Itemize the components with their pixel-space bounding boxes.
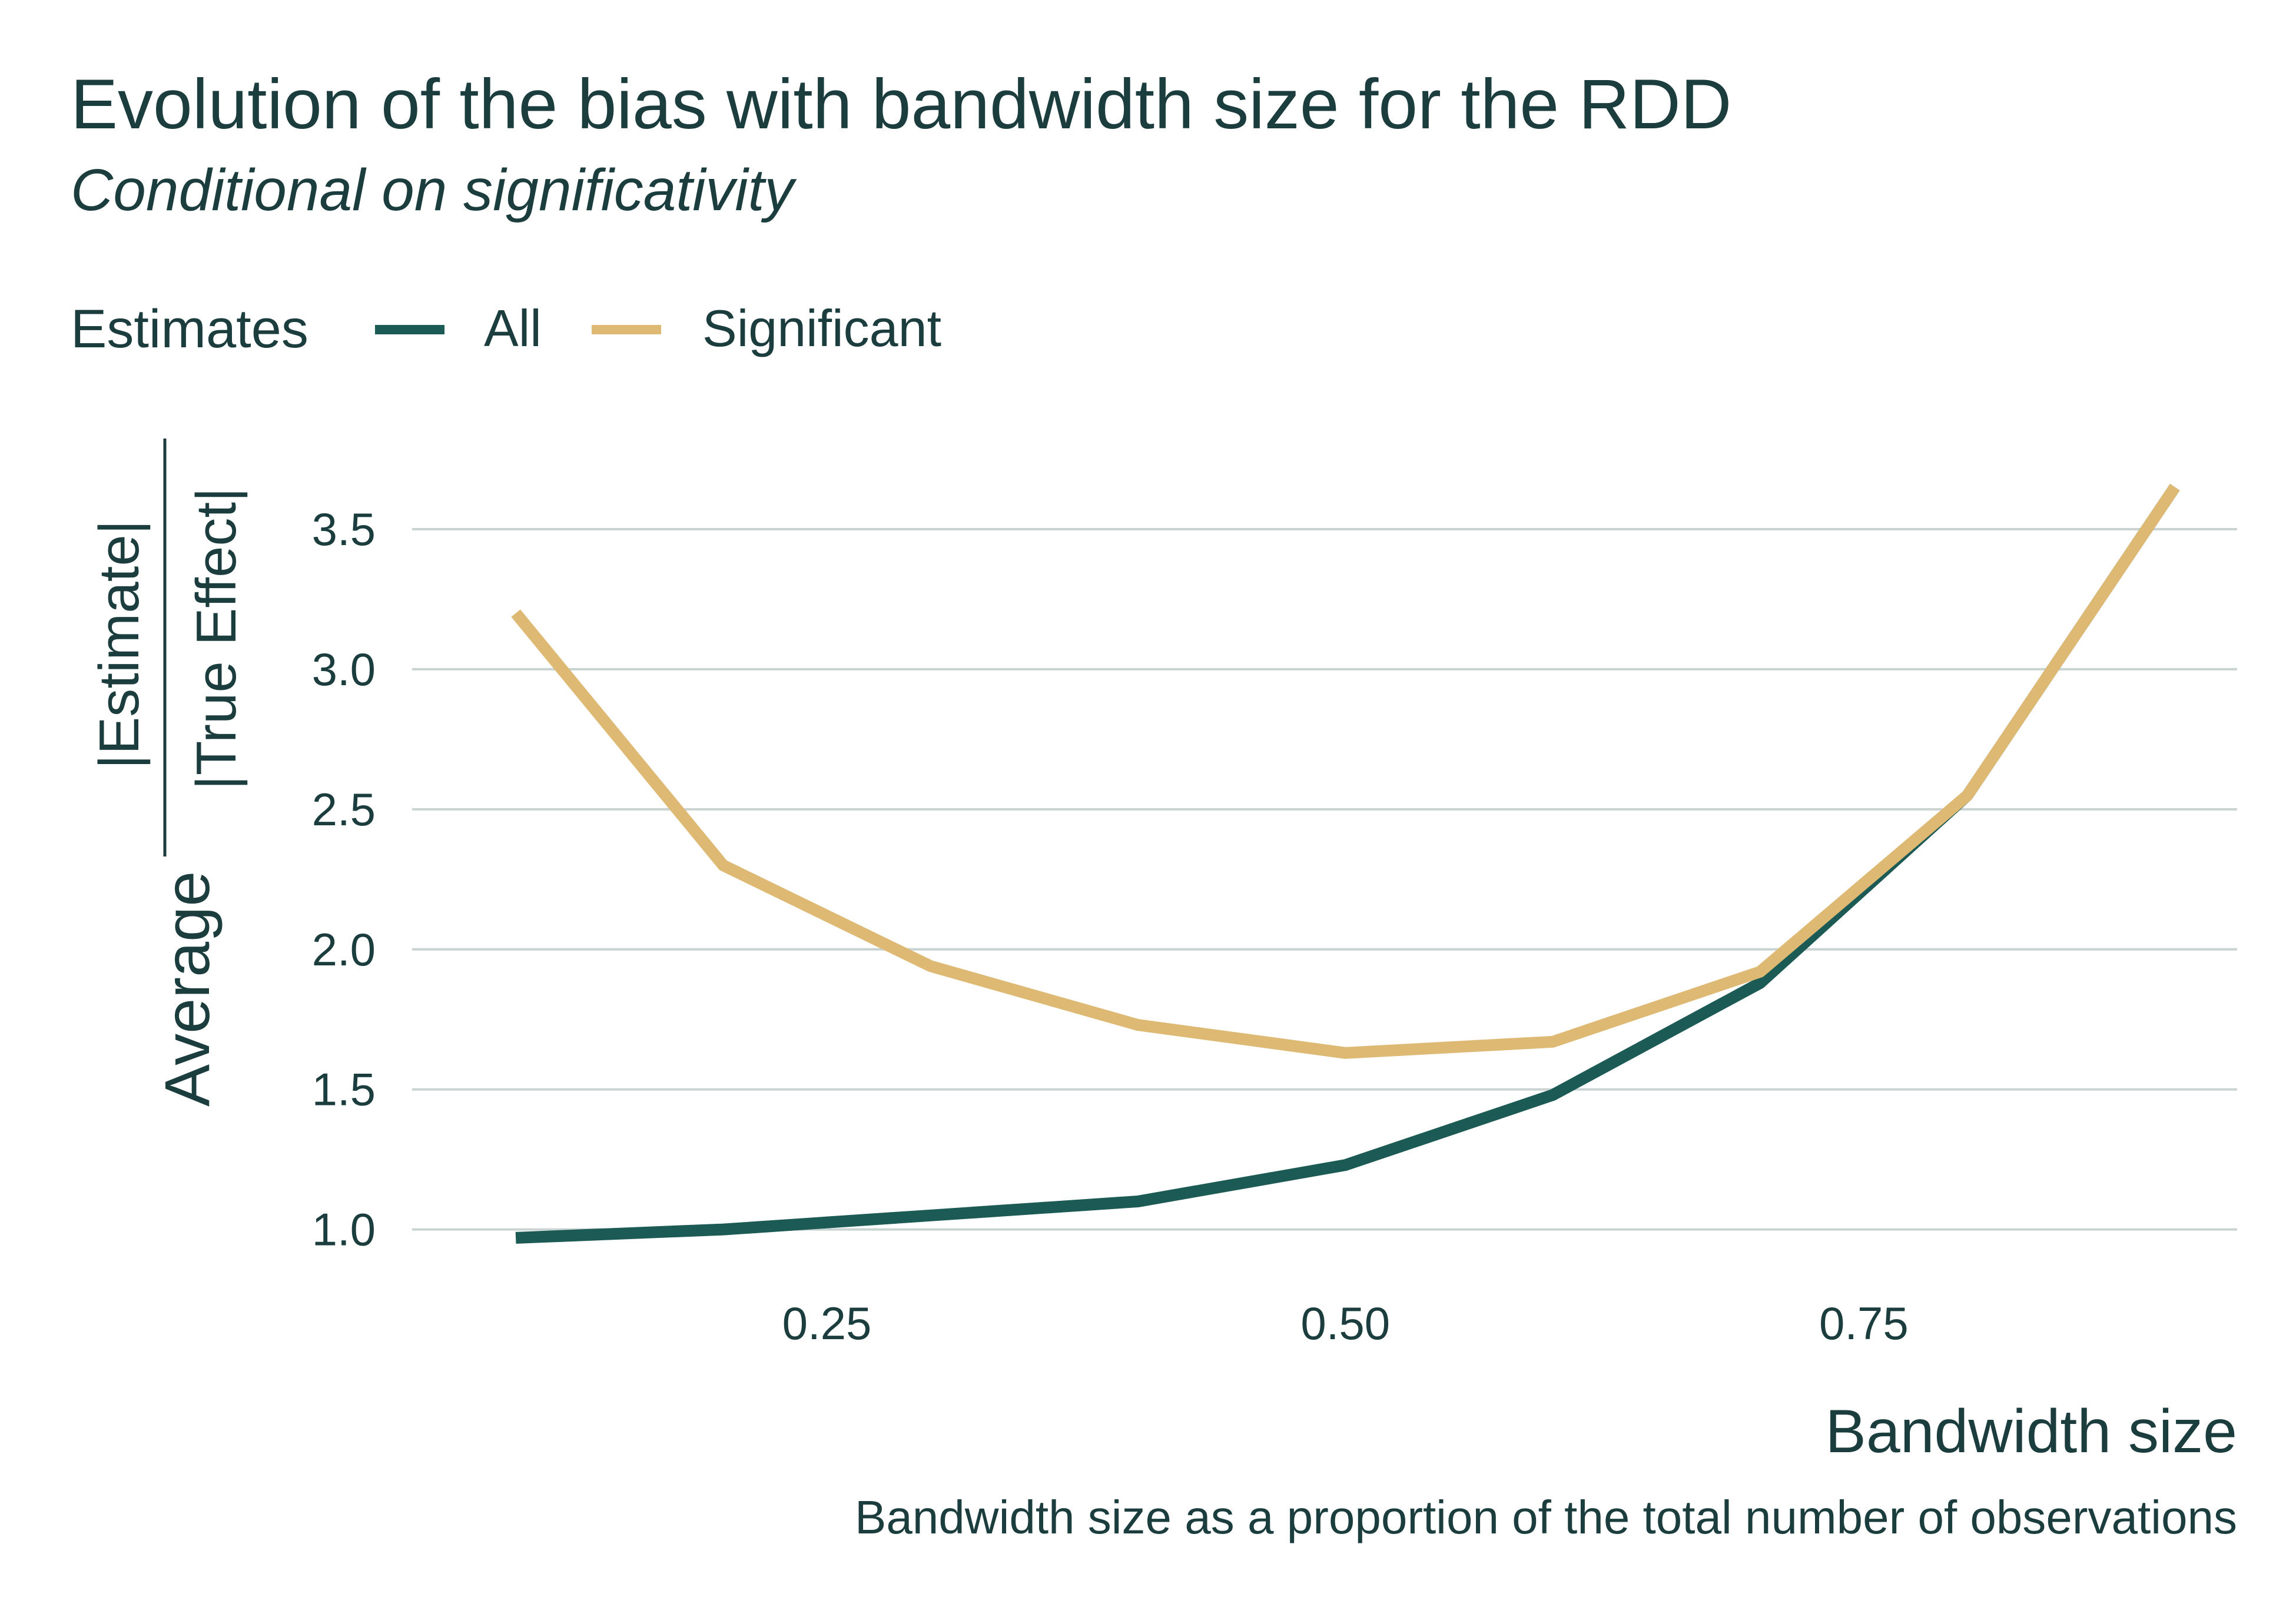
y-tick-label-1.0: 1.0	[312, 1204, 376, 1256]
grid	[412, 527, 2237, 1231]
y-tick-label-2.0: 2.0	[312, 924, 376, 975]
series	[511, 484, 2180, 1244]
y-axis-label-prefix: Average	[151, 871, 223, 1107]
y-axis-label: Average |Estimate| |True Effect|	[88, 439, 248, 1107]
series-line-all	[515, 484, 2180, 1244]
legend-label-all: All	[484, 299, 542, 357]
y-tick-label-3.5: 3.5	[312, 503, 376, 555]
x-axis-ticks: 0.25 0.50 0.75	[782, 1297, 1909, 1349]
y-axis-ticks: 1.0 1.5 2.0 2.5 3.0 3.5	[312, 503, 376, 1256]
x-axis-label: Bandwidth size	[1825, 1397, 2237, 1466]
x-tick-label-0.50: 0.50	[1300, 1297, 1390, 1349]
chart-caption: Bandwidth size as a proportion of the to…	[855, 1491, 2237, 1543]
y-axis-label-denominator: |True Effect|	[185, 487, 248, 790]
legend-label-significant: Significant	[702, 299, 941, 357]
y-tick-label-2.5: 2.5	[312, 783, 376, 835]
y-tick-label-1.5: 1.5	[312, 1064, 376, 1115]
y-tick-label-3.0: 3.0	[312, 643, 376, 695]
chart-subtitle: Conditional on significativity	[71, 157, 797, 223]
chart-title: Evolution of the bias with bandwidth siz…	[71, 65, 1731, 144]
series-line-significant	[511, 484, 2180, 1059]
legend: Estimates All Significant	[71, 299, 941, 359]
x-tick-label-0.25: 0.25	[782, 1297, 872, 1349]
legend-title: Estimates	[71, 299, 308, 359]
x-tick-label-0.75: 0.75	[1819, 1297, 1909, 1349]
y-axis-label-numerator: |Estimate|	[88, 520, 151, 769]
